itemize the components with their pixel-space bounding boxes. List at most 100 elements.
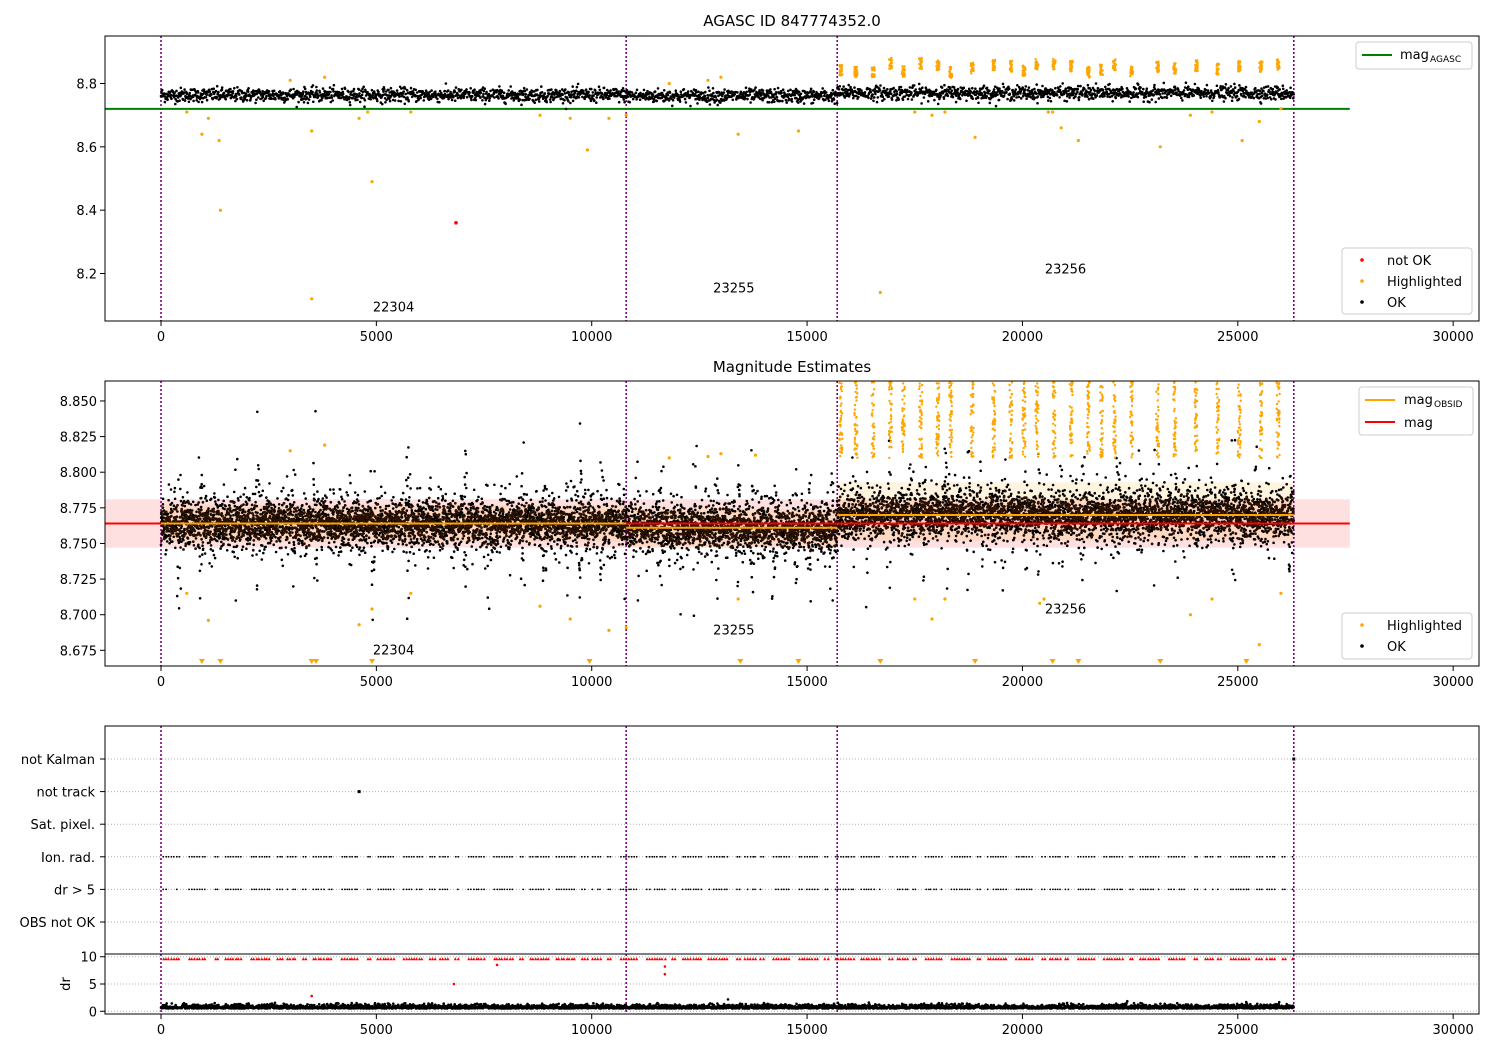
dr-outlier: [663, 972, 667, 976]
highlighted-low-marker: [1075, 659, 1082, 664]
highlighted-point: [943, 110, 947, 114]
panel-agasc: AGASC ID 847774352.0 22304 23255 23256 0 500…: [76, 12, 1480, 345]
dr-outlier: [310, 994, 314, 998]
highlighted-point: [218, 208, 222, 212]
highlighted-point: [624, 113, 628, 117]
legend-label: OK: [1387, 296, 1406, 311]
legend-marker: [1360, 279, 1364, 283]
highlighted-point: [667, 81, 671, 86]
highlighted-point: [370, 607, 374, 611]
flag-row-label: Ion. rad.: [41, 851, 95, 866]
highlighted-point: [288, 78, 292, 82]
highlighted-point: [930, 113, 934, 117]
highlighted-low-marker: [877, 659, 884, 664]
highlighted-low-marker: [369, 659, 376, 664]
y-tick-label: 8.675: [60, 644, 97, 659]
axes-frame: [104, 380, 1480, 667]
x-tick-label: 0: [157, 675, 165, 690]
ion-rad-points: [162, 855, 1294, 858]
x-tick-label: 0: [157, 330, 165, 345]
flag-point: [1292, 757, 1296, 761]
highlighted-point: [585, 148, 590, 152]
highlighted-point: [310, 297, 314, 301]
highlighted-low-marker: [198, 659, 205, 664]
y-tick-label: 5: [89, 978, 97, 993]
panel-title: AGASC ID 847774352.0: [703, 12, 881, 30]
highlighted-stripes: [838, 381, 1281, 460]
highlighted-point: [913, 110, 917, 114]
flag-row-label: not Kalman: [21, 753, 95, 768]
plot-area: 0 5000 10000 15000 20000 25000 30000 0 5 10: [80, 951, 1479, 1038]
legend-label: mag: [1404, 393, 1433, 408]
highlighted-point: [753, 453, 758, 457]
obsid-label: 23256: [1045, 263, 1086, 278]
highlighted-point: [310, 129, 314, 133]
highlighted-point: [1240, 138, 1244, 143]
highlighted-point: [1158, 145, 1162, 149]
dr-outlier: [495, 963, 499, 967]
y-tick-label: 8.2: [76, 268, 97, 283]
obsid-label: 23255: [713, 624, 754, 639]
legend-label: mag: [1404, 416, 1433, 431]
ok-core-points: [159, 485, 1296, 553]
highlighted-point: [1051, 110, 1055, 114]
not-ok-point: [454, 221, 458, 225]
highlighted-low-marker: [308, 659, 315, 664]
x-tick-label: 15000: [786, 1023, 827, 1038]
y-tick-label: 8.4: [76, 204, 97, 219]
highlighted-point: [217, 138, 221, 143]
flag-row-label: Sat. pixel.: [31, 818, 95, 833]
highlighted-low-marker: [1049, 659, 1056, 664]
highlighted-point: [1210, 110, 1214, 114]
highlighted-point: [323, 75, 327, 79]
x-tick-label: 5000: [360, 1023, 393, 1038]
highlighted-point: [913, 597, 917, 601]
obsid-label: 23256: [1045, 602, 1086, 617]
legend-marker: [1360, 300, 1364, 304]
highlighted-low-marker: [1243, 659, 1250, 664]
obsid-label: 22304: [373, 644, 414, 659]
y-tick-label: 8.800: [60, 466, 97, 481]
highlighted-point: [1042, 597, 1046, 601]
highlighted-point: [667, 456, 671, 460]
legend-box: [1341, 247, 1473, 315]
legend-box: [1341, 612, 1473, 660]
y-tick-label: 8.700: [60, 609, 97, 624]
highlighted-point: [943, 597, 947, 601]
highlighted-point: [607, 628, 611, 633]
highlighted-point: [1038, 601, 1042, 605]
highlighted-point: [409, 110, 413, 114]
highlighted-point: [1210, 597, 1214, 601]
panel-flags: not Kalman not track Sat. pixel. Ion. rad. d…: [20, 725, 1480, 955]
highlighted-low-marker: [1157, 659, 1164, 664]
x-tick-label: 5000: [360, 330, 393, 345]
highlighted-low-marker: [795, 659, 802, 664]
panel-dr: 0 5000 10000 15000 20000 25000 30000 0 5 10 dr: [59, 951, 1480, 1038]
highlighted-point: [323, 443, 327, 447]
x-tick-label: 20000: [1002, 330, 1043, 345]
highlighted-point: [1279, 107, 1283, 111]
x-tick-label: 0: [157, 1023, 165, 1038]
highlighted-point: [1059, 126, 1063, 130]
legend-box: [1355, 41, 1473, 70]
highlighted-point: [568, 617, 572, 621]
x-tick-label: 15000: [786, 675, 827, 690]
obsid-label: 23255: [713, 282, 754, 297]
y-axis-label: dr: [59, 977, 74, 991]
highlighted-point: [206, 618, 210, 623]
highlighted-point: [568, 116, 572, 120]
obsid-label: 22304: [373, 301, 414, 316]
highlighted-point: [1257, 643, 1261, 647]
axes-frame: [104, 953, 1480, 1015]
highlighted-point: [185, 110, 189, 114]
highlighted-point: [1279, 591, 1283, 595]
y-tick-label: 10: [80, 951, 97, 966]
highlighted-point: [538, 604, 542, 608]
highlighted-point: [185, 591, 189, 595]
highlighted-low-marker: [972, 659, 979, 664]
legend-marker: [1360, 258, 1364, 262]
highlighted-point: [719, 75, 723, 79]
highlighted-point: [538, 113, 542, 117]
legend-label: OK: [1387, 640, 1406, 655]
